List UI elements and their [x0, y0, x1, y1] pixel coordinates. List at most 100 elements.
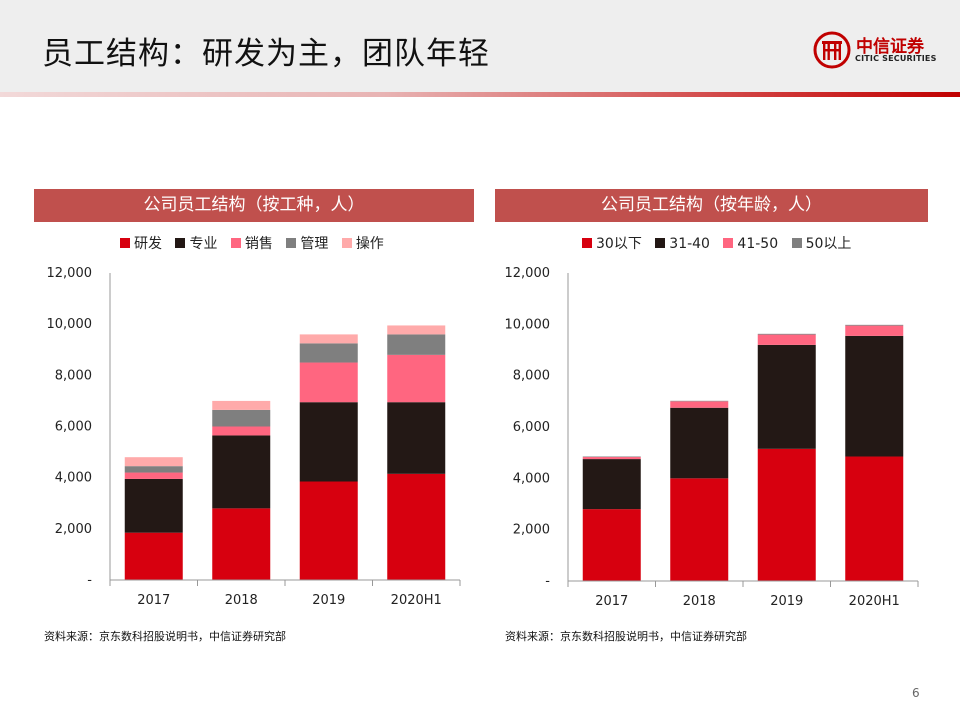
- bar-segment: [299, 343, 358, 363]
- bar-segment: [299, 402, 358, 482]
- x-tick-label: 2020H1: [849, 594, 900, 609]
- y-tick-label: -: [87, 573, 92, 588]
- legend-label: 专业: [189, 236, 218, 252]
- y-tick-label: 4,000: [55, 471, 92, 486]
- legend-label: 操作: [355, 236, 384, 252]
- x-tick-label: 2019: [312, 593, 345, 608]
- header-bar: 员工结构：研发为主，团队年轻 中信证券 CITIC SECURITIES: [0, 0, 960, 92]
- legend-by-job: 研发 专业 销售 管理 操作: [120, 233, 393, 253]
- legend-item: 30以下: [582, 233, 642, 253]
- bar-segment: [845, 324, 904, 326]
- y-tick-label: 6,000: [513, 420, 550, 435]
- bar-segment: [124, 532, 183, 580]
- citic-logo: 中信证券 CITIC SECURITIES: [812, 30, 942, 70]
- chart-title-by-job: 公司员工结构（按工种，人）: [34, 189, 474, 222]
- x-tick-label: 2018: [683, 594, 716, 609]
- legend-swatch: [120, 238, 130, 248]
- bar-segment: [582, 459, 641, 510]
- legend-swatch: [230, 238, 241, 248]
- legend-item: 31-40: [655, 236, 710, 252]
- bar-segment: [845, 325, 904, 336]
- x-tick-label: 2019: [770, 594, 803, 609]
- bar-segment: [212, 400, 271, 410]
- bar-segment: [757, 333, 816, 335]
- bar-segment: [212, 435, 271, 509]
- stacked-bar-chart-by-job: - 2,000 4,000 6,000 8,000 10,000 12,000 2017 201…: [47, 266, 461, 608]
- bar-segment: [845, 335, 904, 457]
- bar-segment: [299, 334, 358, 344]
- legend-swatch: [341, 238, 352, 248]
- chart-title-by-age: 公司员工结构（按年龄，人）: [495, 189, 928, 222]
- bar-segment: [387, 334, 446, 355]
- bar-segment: [124, 478, 183, 533]
- y-tick-label: 8,000: [513, 369, 550, 384]
- legend-label: 管理: [300, 236, 329, 252]
- x-tick-label: 2018: [225, 593, 258, 608]
- y-tick-label: 10,000: [47, 317, 93, 332]
- bar-segment: [387, 325, 446, 335]
- bar-segment: [212, 508, 271, 580]
- legend-item: 50以上: [791, 233, 852, 253]
- bar-segment: [582, 457, 641, 460]
- x-tick-label: 2020H1: [391, 593, 442, 608]
- legend-label: 销售: [244, 236, 273, 252]
- bar-segment: [757, 334, 816, 345]
- bar-segment: [582, 509, 641, 581]
- y-tick-label: 4,000: [513, 471, 550, 486]
- legend-label: 30以下: [596, 236, 642, 252]
- bar-segment: [124, 472, 183, 479]
- source-note-right: 资料来源：京东数科招股说明书，中信证券研究部: [505, 630, 747, 643]
- bar-segment: [299, 362, 358, 403]
- bar-segment: [387, 402, 446, 474]
- citic-emblem-icon: [813, 31, 851, 69]
- y-tick-label: 12,000: [47, 266, 93, 281]
- legend-swatch: [723, 238, 734, 248]
- legend-item: 操作: [341, 233, 384, 253]
- bar-segment: [299, 481, 358, 580]
- legend-swatch: [791, 238, 802, 248]
- legend-label: 31-40: [669, 236, 710, 252]
- logo-name-en: CITIC SECURITIES: [855, 54, 937, 63]
- legend-item: 管理: [286, 233, 328, 253]
- bar-segment: [670, 407, 729, 479]
- legend-swatch: [286, 238, 297, 248]
- y-tick-label: 8,000: [55, 368, 92, 383]
- bar-segment: [757, 448, 816, 581]
- legend-item: 研发: [120, 233, 162, 253]
- y-tick-label: 6,000: [55, 420, 92, 435]
- bar-segment: [387, 354, 446, 403]
- bar-segment: [124, 457, 183, 467]
- y-tick-label: -: [545, 574, 550, 589]
- x-tick-label: 2017: [137, 593, 170, 608]
- bar-segment: [387, 473, 446, 580]
- bar-segment: [845, 456, 904, 581]
- header-divider: [0, 92, 960, 97]
- logo-name-cn: 中信证券: [856, 37, 924, 57]
- legend-by-age: 30以下 31-40 41-50 50以上: [582, 233, 860, 253]
- legend-label: 41-50: [737, 236, 779, 252]
- y-tick-label: 12,000: [505, 266, 551, 281]
- bar-segment: [582, 456, 641, 458]
- source-note-left: 资料来源：京东数科招股说明书，中信证券研究部: [44, 630, 286, 643]
- legend-label: 研发: [134, 236, 162, 252]
- legend-item: 销售: [230, 233, 273, 253]
- bar-segment: [212, 409, 271, 427]
- x-tick-label: 2017: [595, 594, 628, 609]
- bar-segment: [670, 400, 729, 402]
- legend-swatch: [582, 238, 592, 248]
- legend-item: 41-50: [723, 236, 778, 252]
- page-title: 员工结构：研发为主，团队年轻: [42, 36, 490, 72]
- bar-segment: [757, 344, 816, 449]
- legend-swatch: [175, 238, 186, 248]
- bar-segment: [124, 466, 183, 473]
- bar-segment: [670, 478, 729, 581]
- y-tick-label: 2,000: [513, 523, 550, 538]
- page-number: 6: [912, 686, 920, 700]
- bar-segment: [212, 426, 271, 436]
- y-tick-label: 10,000: [505, 317, 551, 332]
- legend-label: 50以上: [805, 236, 852, 252]
- stacked-bar-chart-by-age: - 2,000 4,000 6,000 8,000 10,000 12,000 2017 201…: [505, 266, 919, 609]
- bar-segment: [670, 401, 729, 408]
- y-tick-label: 2,000: [55, 522, 92, 537]
- legend-item: 专业: [175, 233, 217, 253]
